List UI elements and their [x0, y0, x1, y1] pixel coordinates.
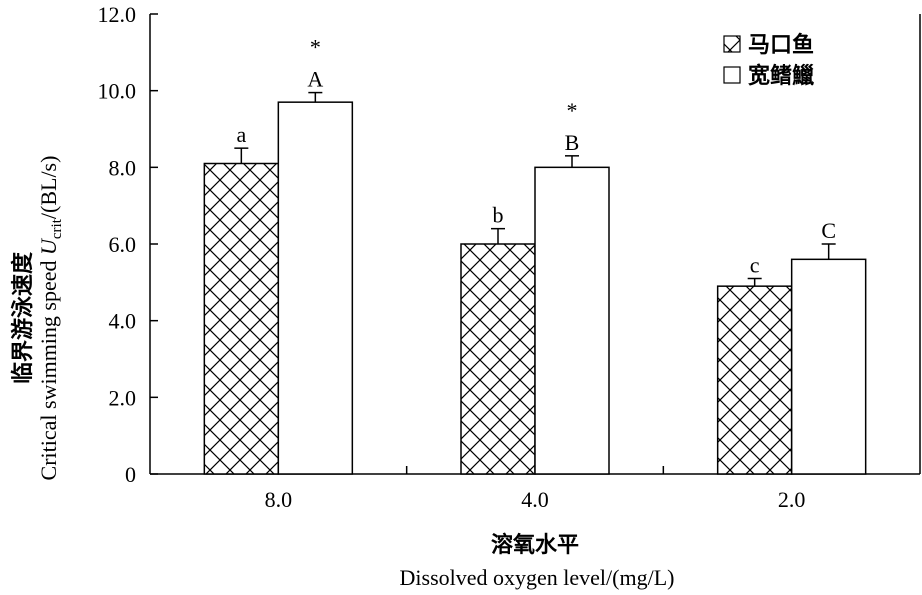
y-axis-title-var: U: [36, 237, 61, 255]
y-tick-label: 6.0: [109, 232, 137, 257]
significance-star: *: [567, 98, 578, 123]
bar-series-2: [790, 258, 867, 475]
y-axis-title-cn: 临界游泳速度: [10, 251, 36, 384]
significance-star: *: [310, 35, 321, 60]
significance-letter: B: [565, 130, 580, 155]
y-axis-title-en-text: Critical swimming speed: [36, 260, 61, 480]
y-axis-title-en-group: Critical swimming speed Ucrit/(BL/s): [36, 156, 65, 481]
bar-series-1: [460, 243, 536, 475]
annotations: a b c A * B * C: [236, 35, 836, 278]
legend-label-series-1: 马口鱼: [748, 32, 814, 58]
y-ticks: 0 2.0 4.0 6.0 8.0 10.0 12.0: [98, 2, 158, 487]
bar-series-1: [716, 285, 793, 475]
y-axis-title-group: 临界游泳速度: [10, 251, 36, 384]
x-axis-title-en: Dissolved oxygen level/(mg/L): [400, 565, 675, 590]
y-tick-label: 8.0: [109, 155, 137, 180]
x-tick-label: 4.0: [521, 487, 549, 512]
significance-letter: a: [236, 122, 246, 147]
bar-series-2: [277, 101, 354, 475]
legend-label-series-2: 宽鳍鱲: [748, 63, 814, 89]
y-tick-label: 12.0: [98, 2, 137, 27]
y-tick-label: 2.0: [109, 385, 137, 410]
y-tick-label: 10.0: [98, 79, 137, 104]
y-axis-title-unit: /(BL/s): [36, 156, 61, 220]
x-tick-label: 8.0: [265, 487, 293, 512]
legend-item-series-2: 宽鳍鱲: [723, 63, 814, 89]
y-axis-title-en: Critical swimming speed Ucrit/(BL/s): [36, 156, 65, 481]
x-ticks: 8.0 4.0 2.0: [265, 466, 806, 512]
significance-letter: c: [750, 253, 760, 278]
y-tick-label: 4.0: [109, 309, 137, 334]
bar-series-2: [534, 166, 610, 475]
x-tick-label: 2.0: [778, 487, 806, 512]
significance-letter: A: [307, 67, 323, 92]
legend-swatch-series-1: [723, 35, 741, 53]
bars: [203, 91, 867, 475]
x-axis-title-cn: 溶氧水平: [491, 532, 579, 558]
bar-series-1: [203, 162, 280, 475]
significance-letter: C: [821, 218, 836, 243]
legend-swatch-series-2: [723, 66, 741, 84]
y-axis-title-sub: crit: [49, 218, 65, 239]
legend-item-series-1: 马口鱼: [723, 32, 814, 58]
significance-letter: b: [493, 203, 504, 228]
y-tick-label: 0: [125, 462, 136, 487]
legend: 马口鱼 宽鳍鱲: [723, 32, 814, 89]
